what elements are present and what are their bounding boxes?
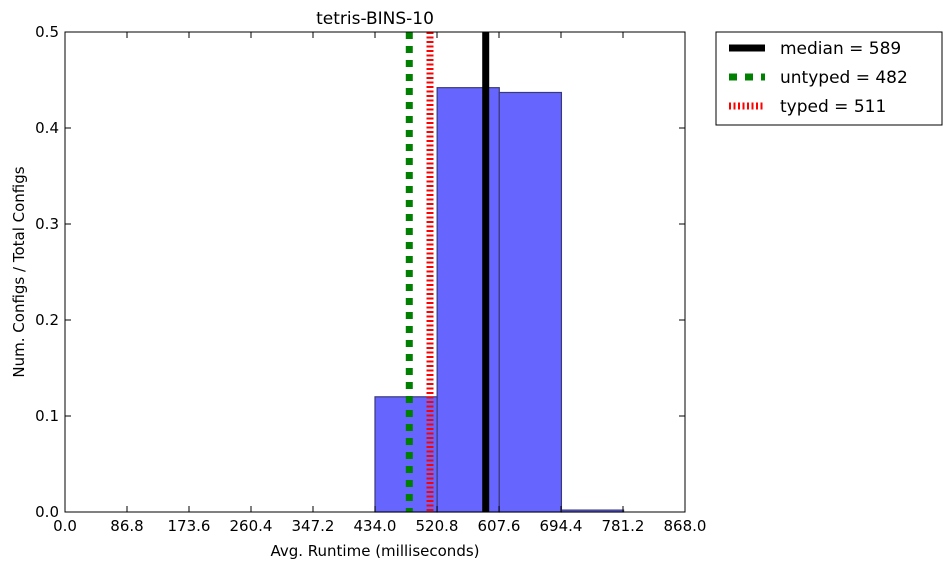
y-tick-label: 0.0 [35,503,59,521]
x-tick-label: 173.6 [168,517,211,535]
y-axis-label: Num. Configs / Total Configs [10,166,28,377]
y-tick-label: 0.4 [35,119,59,137]
legend-label-typed: typed = 511 [780,97,886,117]
vlines-layer [405,32,490,512]
legend-label-median: median = 589 [780,39,901,59]
x-tick-label: 0.0 [53,517,77,535]
bars-layer [374,87,625,513]
legend: median = 589 untyped = 482 typed = 511 [715,31,943,126]
legend-label-untyped: untyped = 482 [780,68,908,88]
y-tick-label: 0.3 [35,215,59,233]
x-axis-label: Avg. Runtime (milliseconds) [270,542,479,560]
y-tick-label: 0.2 [35,311,59,329]
x-tick-label: 260.4 [230,517,273,535]
x-tick-label: 347.2 [292,517,335,535]
chart-title: tetris-BINS-10 [316,9,434,29]
y-tick-label: 0.1 [35,407,59,425]
x-tick-label: 607.6 [478,517,521,535]
histogram-bar-3 [498,91,563,513]
ticks-layer: 0.0 86.8 173.6 260.4 347.2 434.0 520.8 607.6 694… [35,23,706,535]
x-tick-label: 868.0 [664,517,707,535]
y-tick-label: 0.5 [35,23,59,41]
x-tick-label: 520.8 [416,517,459,535]
x-tick-label: 781.2 [602,517,645,535]
x-tick-label: 434.0 [354,517,397,535]
x-tick-label: 86.8 [110,517,143,535]
histogram-bar-2 [436,87,500,513]
x-tick-label: 694.4 [540,517,583,535]
